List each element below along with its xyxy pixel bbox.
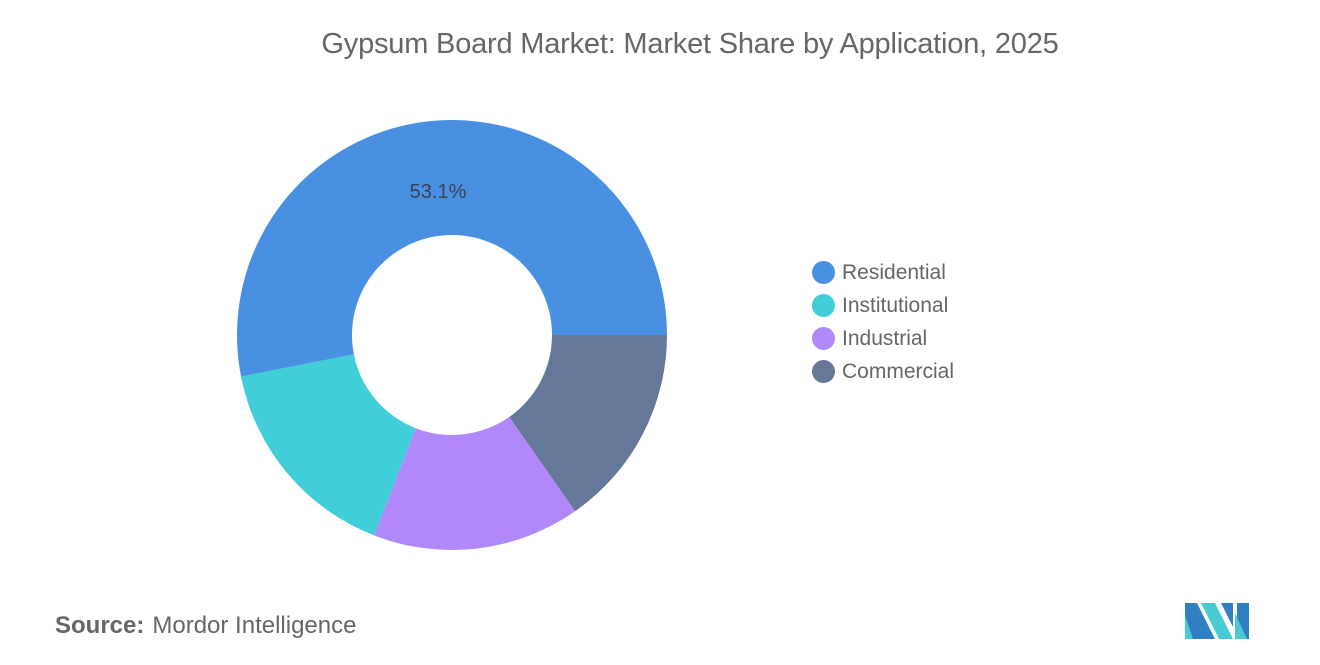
source-note: Source: Mordor Intelligence	[55, 612, 356, 640]
donut-slices	[237, 120, 667, 550]
legend-label: Institutional	[842, 293, 949, 317]
legend-dot-icon	[812, 261, 835, 284]
legend-label: Industrial	[842, 326, 928, 350]
legend-label: Commercial	[842, 359, 955, 383]
legend-item-residential[interactable]: Residential	[812, 256, 954, 289]
mordor-intelligence-logo-icon	[1185, 603, 1249, 639]
source-value: Mordor Intelligence	[152, 612, 357, 639]
slice-institutional[interactable]	[241, 354, 416, 536]
slice-commercial[interactable]	[509, 335, 667, 512]
slice-residential[interactable]	[237, 120, 667, 377]
legend-item-institutional[interactable]: Institutional	[812, 289, 954, 322]
legend-dot-icon	[812, 327, 835, 350]
source-label: Source:	[55, 612, 145, 639]
legend: Residential Institutional Industrial Com…	[812, 256, 954, 388]
legend-dot-icon	[812, 294, 835, 317]
slice-industrial[interactable]	[374, 416, 576, 550]
legend-item-commercial[interactable]: Commercial	[812, 355, 954, 388]
legend-item-industrial[interactable]: Industrial	[812, 322, 954, 355]
legend-label: Residential	[842, 260, 946, 284]
legend-dot-icon	[812, 360, 835, 383]
residential-data-label: 53.1%	[410, 181, 467, 203]
chart-title: Gypsum Board Market: Market Share by App…	[321, 28, 1059, 60]
